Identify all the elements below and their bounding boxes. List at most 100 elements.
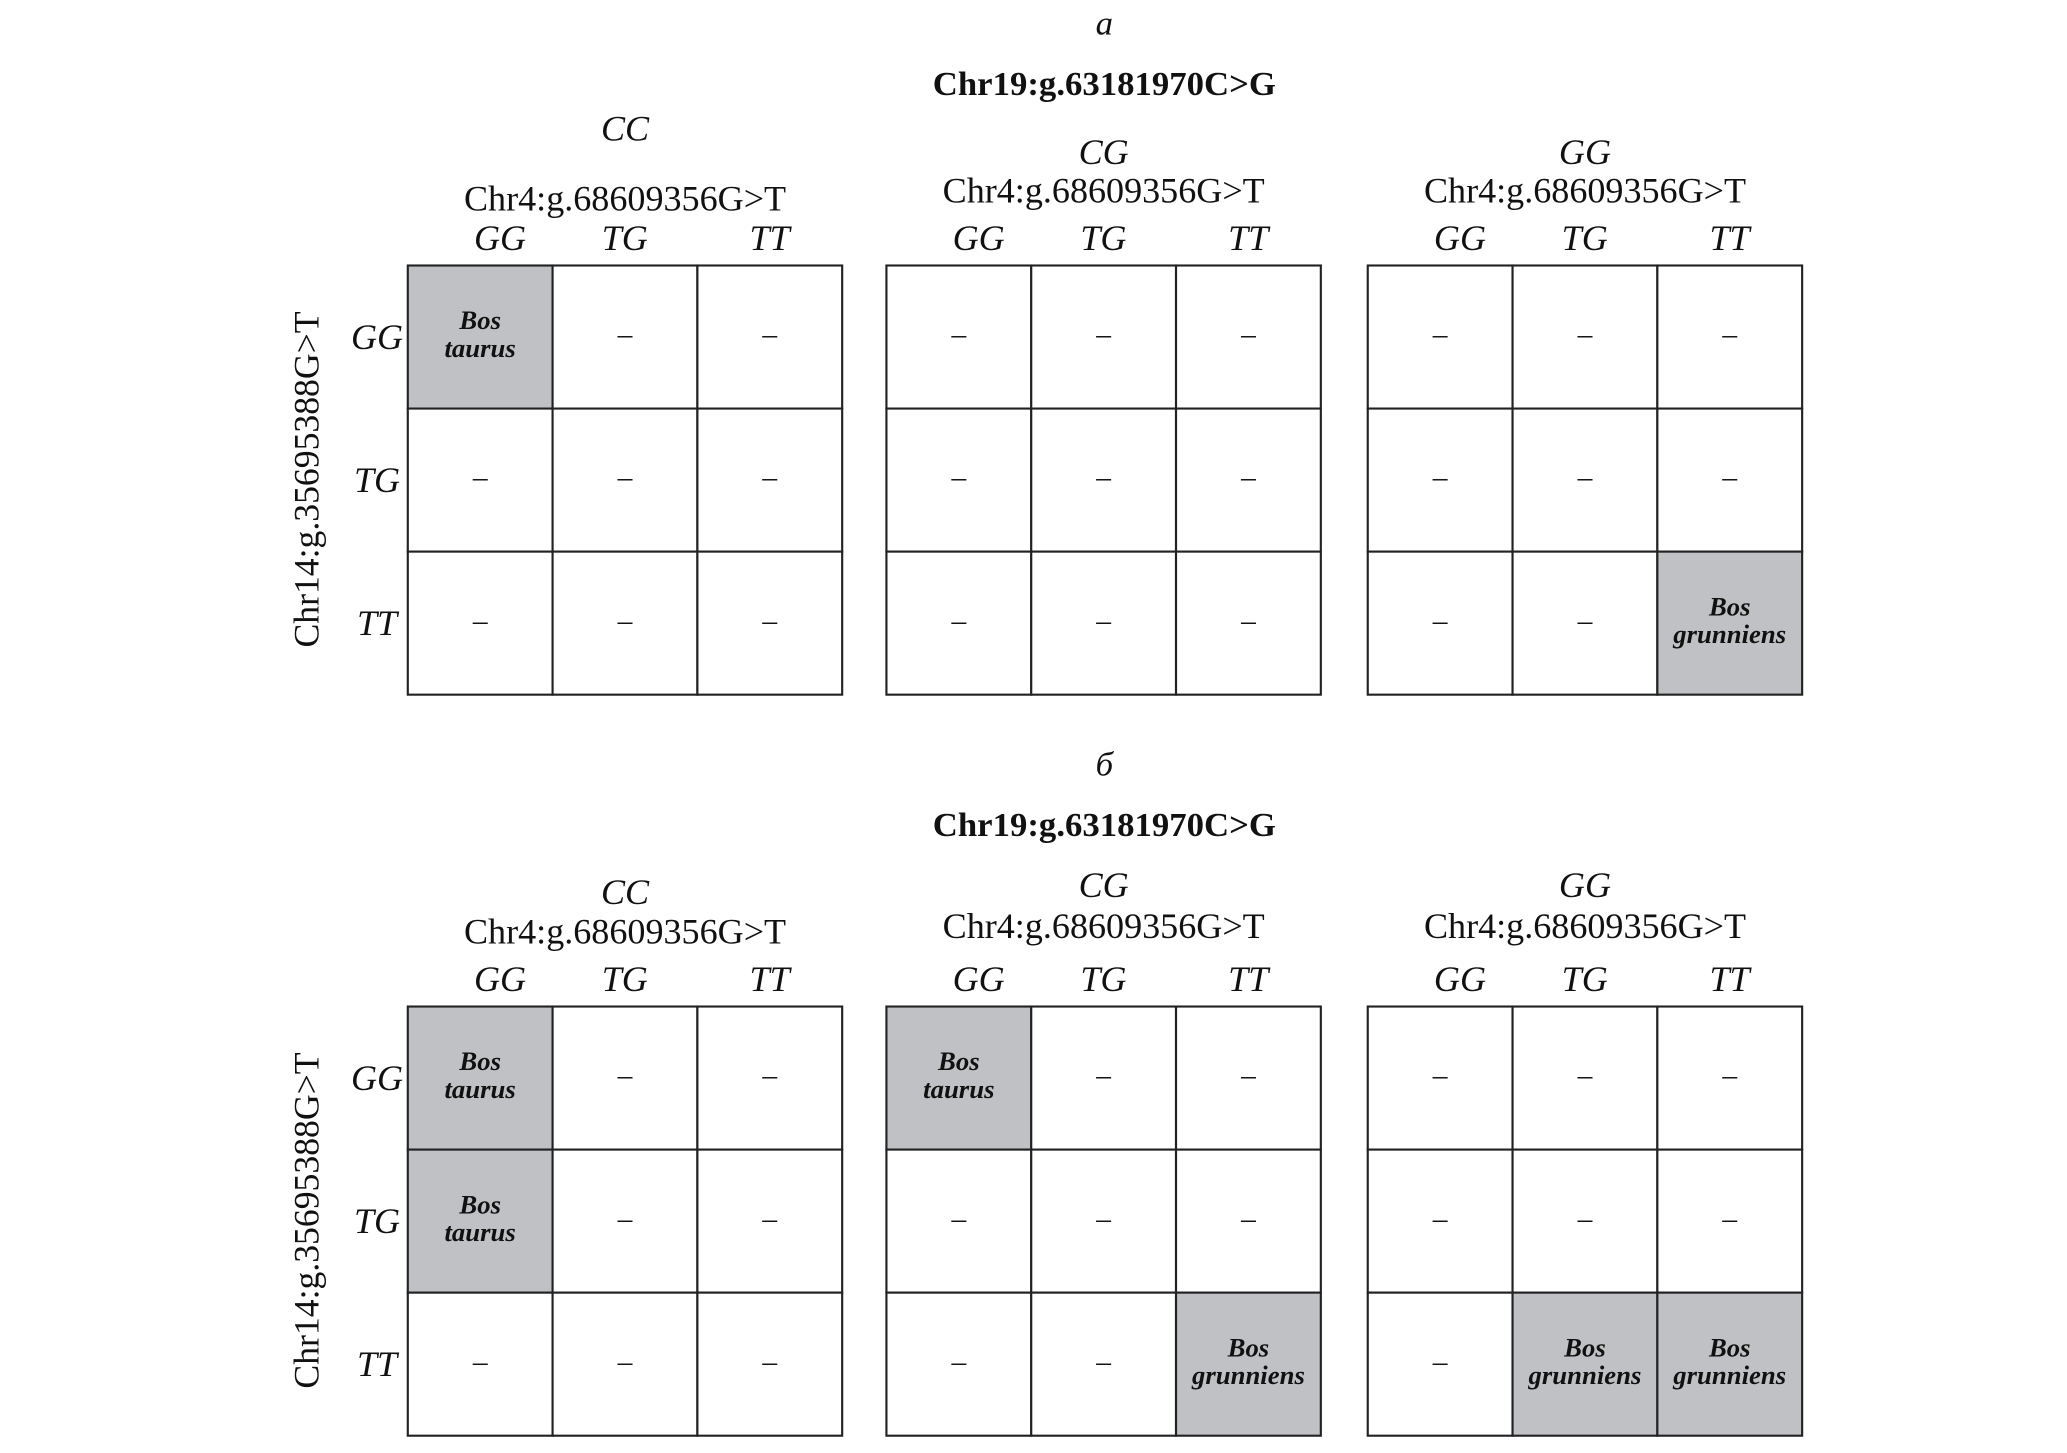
cell bbox=[1174, 407, 1322, 553]
species-label: taurus bbox=[923, 1074, 994, 1104]
species-label: grunniens bbox=[1527, 1360, 1641, 1390]
cell bbox=[551, 550, 699, 696]
cell bbox=[406, 1291, 554, 1437]
column-label: TG bbox=[1080, 959, 1126, 999]
cell bbox=[885, 1148, 1033, 1294]
cell-shaded bbox=[1174, 1291, 1322, 1437]
species-label: Bos bbox=[458, 1189, 501, 1219]
genotype-label: CC bbox=[601, 872, 650, 912]
cell bbox=[1174, 1005, 1322, 1151]
column-label: TT bbox=[1228, 218, 1271, 258]
dash: – bbox=[1095, 605, 1111, 637]
column-label: TT bbox=[750, 218, 793, 258]
column-label: GG bbox=[953, 959, 1005, 999]
row-label: TG bbox=[354, 1201, 400, 1241]
dash: – bbox=[1240, 1203, 1256, 1235]
cell bbox=[885, 1291, 1033, 1437]
cell bbox=[1511, 407, 1659, 553]
cell-shaded bbox=[885, 1005, 1033, 1151]
column-label: TG bbox=[602, 959, 648, 999]
dash: – bbox=[1240, 462, 1256, 494]
dash: – bbox=[1095, 1346, 1111, 1378]
genotype-label: GG bbox=[1559, 132, 1611, 172]
species-label: taurus bbox=[445, 333, 516, 363]
species-label: Bos bbox=[1227, 1333, 1270, 1363]
dash: – bbox=[617, 1060, 633, 1092]
cell bbox=[1366, 264, 1514, 410]
cell-shaded bbox=[1656, 1291, 1804, 1437]
dash: – bbox=[761, 319, 777, 351]
cell bbox=[1656, 1005, 1804, 1151]
species-label: grunniens bbox=[1672, 1360, 1786, 1390]
cell bbox=[1366, 1148, 1514, 1294]
row-axis-label: Chr14:g.35695388G>T bbox=[286, 311, 326, 647]
cell bbox=[696, 1148, 844, 1294]
cell bbox=[1030, 1005, 1178, 1151]
column-label: TG bbox=[1562, 218, 1608, 258]
cell bbox=[885, 550, 1033, 696]
species-label: Bos bbox=[458, 305, 501, 335]
cell bbox=[1511, 1005, 1659, 1151]
column-axis-label: Chr4:g.68609356G>T bbox=[943, 906, 1265, 946]
cell bbox=[696, 1005, 844, 1151]
dash: – bbox=[761, 1060, 777, 1092]
dash: – bbox=[472, 605, 488, 637]
column-label: GG bbox=[474, 959, 526, 999]
species-label: grunniens bbox=[1672, 619, 1786, 649]
panel-label: б bbox=[1096, 746, 1115, 784]
cell bbox=[551, 1291, 699, 1437]
dash: – bbox=[1577, 319, 1593, 351]
genotype-label: CG bbox=[1079, 865, 1129, 905]
column-label: TT bbox=[1228, 959, 1271, 999]
column-label: TG bbox=[602, 218, 648, 258]
dash: – bbox=[1095, 462, 1111, 494]
column-label: TG bbox=[1562, 959, 1608, 999]
cell bbox=[1511, 264, 1659, 410]
column-axis-label: Chr4:g.68609356G>T bbox=[943, 171, 1265, 211]
dash: – bbox=[472, 462, 488, 494]
dash: – bbox=[1577, 605, 1593, 637]
dash: – bbox=[1095, 1203, 1111, 1235]
panel-title: Chr19:g.63181970C>G bbox=[933, 65, 1276, 103]
dash: – bbox=[1432, 462, 1448, 494]
dash: – bbox=[950, 605, 966, 637]
dash: – bbox=[761, 1346, 777, 1378]
dash: – bbox=[1095, 1060, 1111, 1092]
dash: – bbox=[1721, 1060, 1737, 1092]
cell bbox=[406, 407, 554, 553]
dash: – bbox=[617, 605, 633, 637]
cell bbox=[1511, 1148, 1659, 1294]
dash: – bbox=[761, 462, 777, 494]
cell bbox=[1174, 550, 1322, 696]
row-label: TG bbox=[354, 460, 400, 500]
cell bbox=[1030, 407, 1178, 553]
genotype-label: GG bbox=[1559, 865, 1611, 905]
cell bbox=[696, 1291, 844, 1437]
dash: – bbox=[950, 462, 966, 494]
dash: – bbox=[1432, 1346, 1448, 1378]
dash: – bbox=[1577, 1060, 1593, 1092]
dash: – bbox=[472, 1346, 488, 1378]
dash: – bbox=[617, 319, 633, 351]
panel-label: а bbox=[1096, 4, 1113, 42]
genotype-label: CC bbox=[601, 108, 650, 148]
species-label: taurus bbox=[445, 1074, 516, 1104]
species-label: taurus bbox=[445, 1217, 516, 1247]
dash: – bbox=[1721, 1203, 1737, 1235]
cell-shaded bbox=[1511, 1291, 1659, 1437]
cell-shaded bbox=[1656, 550, 1804, 696]
genotype-label: CG bbox=[1079, 132, 1129, 172]
cell bbox=[1656, 264, 1804, 410]
species-label: grunniens bbox=[1191, 1360, 1305, 1390]
column-label: TT bbox=[1709, 218, 1752, 258]
dash: – bbox=[1240, 605, 1256, 637]
row-label: TT bbox=[357, 1344, 400, 1384]
dash: – bbox=[1721, 319, 1737, 351]
species-label: Bos bbox=[937, 1046, 980, 1076]
row-axis-label: Chr14:g.35695388G>T bbox=[286, 1052, 326, 1388]
cell-shaded bbox=[406, 1005, 554, 1151]
cell bbox=[696, 550, 844, 696]
cell bbox=[696, 407, 844, 553]
dash: – bbox=[617, 1346, 633, 1378]
